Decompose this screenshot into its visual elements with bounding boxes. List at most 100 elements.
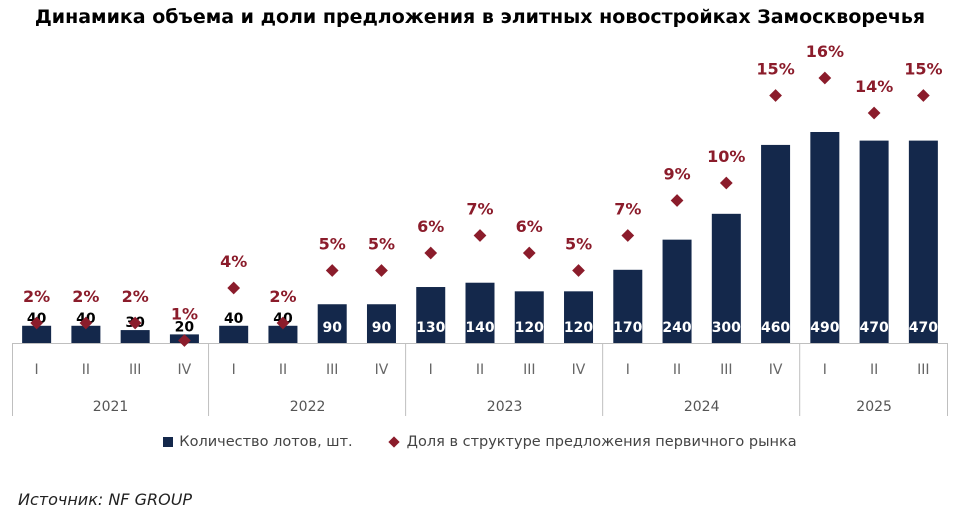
bar (564, 291, 594, 343)
share-marker (30, 316, 43, 330)
share-marker (670, 194, 684, 207)
bar-value-label: 90 (372, 320, 392, 336)
share-value-label: 14% (855, 77, 893, 96)
bar-value-label: 140 (465, 320, 494, 336)
bar (366, 304, 396, 343)
share-marker (325, 264, 339, 277)
chart-area: 402%I402%II302%III201%IV404%I402%II905%I… (12, 42, 948, 416)
bar (810, 132, 840, 343)
share-value-label: 7% (614, 200, 641, 219)
bar (613, 269, 643, 343)
share-value-label: 2% (122, 287, 149, 306)
share-value-label: 6% (516, 217, 543, 236)
bar (22, 325, 52, 343)
bar-value-label: 120 (515, 320, 544, 336)
bar-value-label: 300 (712, 320, 741, 336)
bar-value-label: 460 (761, 320, 790, 336)
share-marker (867, 106, 881, 120)
quarter-tick-label: III (917, 362, 929, 378)
share-marker (769, 89, 782, 102)
bar (268, 325, 298, 343)
quarter-tick-label: II (476, 362, 484, 378)
quarter-tick-label: IV (769, 362, 783, 378)
bar-value-label: 240 (662, 320, 691, 336)
share-value-label: 4% (220, 252, 247, 271)
bar (908, 140, 938, 343)
bar-value-label: 130 (416, 320, 445, 336)
share-value-label: 2% (269, 287, 296, 306)
bar-value-label: 20 (175, 319, 195, 335)
legend-item-lots: Количество лотов, шт. (163, 434, 353, 450)
year-tick-label: 2021 (93, 399, 129, 415)
share-marker (572, 264, 585, 277)
quarter-tick-label: III (129, 362, 141, 378)
bar (514, 291, 544, 343)
bar-value-label: 120 (564, 320, 593, 336)
bar-value-label: 90 (322, 320, 342, 336)
share-marker (227, 281, 241, 295)
bar-value-label: 470 (859, 320, 888, 336)
bar (465, 282, 495, 343)
share-marker (276, 316, 290, 330)
share-value-label: 15% (756, 60, 794, 79)
share-value-label: 1% (171, 305, 198, 324)
quarter-tick-label: II (673, 362, 681, 378)
bar (416, 287, 446, 343)
chart-title: Динамика объема и доли предложения в эли… (34, 6, 926, 28)
legend-label-lots: Количество лотов, шт. (179, 434, 353, 450)
share-marker (818, 71, 832, 85)
quarter-tick-label: IV (572, 362, 586, 378)
quarter-tick-label: IV (178, 362, 192, 378)
share-value-label: 15% (904, 60, 942, 79)
share-marker (375, 264, 388, 277)
year-tick-label: 2023 (487, 399, 523, 415)
bar (859, 140, 889, 343)
legend: Количество лотов, шт. Доля в структуре п… (0, 434, 960, 450)
source-note: Источник: NF GROUP (18, 490, 193, 509)
share-value-label: 5% (368, 235, 395, 254)
bar (662, 239, 692, 343)
share-value-label: 10% (707, 147, 745, 166)
bar (120, 330, 150, 343)
bar (219, 325, 249, 343)
share-value-label: 7% (466, 200, 493, 219)
share-value-label: 9% (663, 165, 690, 184)
legend-label-share: Доля в структуре предложения первичного … (406, 434, 797, 450)
quarter-tick-label: IV (375, 362, 389, 378)
share-marker (522, 246, 536, 260)
bar-value-label: 470 (909, 320, 938, 336)
bar-value-label: 170 (613, 320, 642, 336)
share-marker (79, 316, 93, 330)
bar (761, 144, 791, 343)
share-marker (719, 176, 733, 190)
quarter-tick-label: II (870, 362, 878, 378)
share-value-label: 2% (72, 287, 99, 306)
quarter-tick-label: I (626, 362, 630, 378)
share-value-label: 5% (565, 235, 592, 254)
year-tick-label: 2025 (856, 399, 892, 415)
quarter-tick-label: I (232, 362, 236, 378)
quarter-tick-label: I (429, 362, 433, 378)
quarter-tick-label: II (279, 362, 287, 378)
bar (317, 304, 347, 343)
share-value-label: 5% (319, 235, 346, 254)
quarter-tick-label: III (326, 362, 338, 378)
share-value-label: 2% (23, 287, 50, 306)
quarter-tick-label: III (523, 362, 535, 378)
year-tick-label: 2022 (290, 399, 326, 415)
legend-item-share: Доля в структуре предложения первичного … (387, 434, 797, 450)
share-marker (621, 229, 635, 242)
quarter-tick-label: I (823, 362, 827, 378)
share-marker (128, 316, 142, 330)
share-marker (424, 246, 438, 260)
year-tick-label: 2024 (684, 399, 720, 415)
share-value-label: 6% (417, 217, 444, 236)
quarter-tick-label: II (82, 362, 90, 378)
quarter-tick-label: III (720, 362, 732, 378)
quarter-tick-label: I (35, 362, 39, 378)
bar-value-label: 490 (810, 320, 839, 336)
bar (711, 213, 741, 343)
share-marker (473, 229, 487, 242)
bar-value-label: 40 (224, 311, 244, 327)
share-value-label: 16% (806, 42, 844, 61)
